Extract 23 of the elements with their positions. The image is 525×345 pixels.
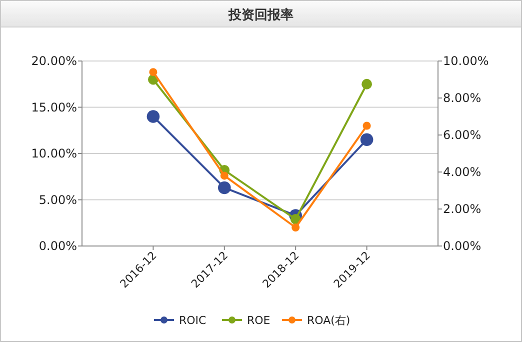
point bbox=[362, 122, 371, 130]
point bbox=[362, 78, 372, 90]
y-tick-label: 0.00% bbox=[38, 239, 77, 253]
legend-label: ROIC bbox=[179, 314, 207, 327]
point bbox=[218, 181, 231, 194]
point bbox=[292, 224, 300, 232]
y2-tick-label: 2.00% bbox=[443, 202, 482, 216]
y2-tick-label: 4.00% bbox=[443, 165, 482, 179]
point bbox=[149, 68, 158, 76]
y2-tick-label: 8.00% bbox=[443, 91, 482, 105]
y-tick-label: 15.00% bbox=[31, 100, 77, 114]
y-tick-label: 5.00% bbox=[38, 192, 77, 207]
point bbox=[360, 133, 374, 146]
legend-label: ROA(右) bbox=[307, 314, 350, 327]
chart-title: 投资回报率 bbox=[228, 7, 294, 23]
y-tick-label: 20.00% bbox=[31, 54, 77, 68]
y2-tick-label: 0.00% bbox=[443, 239, 482, 253]
legend-label: ROE bbox=[247, 314, 270, 327]
point bbox=[220, 172, 228, 180]
y2-tick-label: 6.00% bbox=[443, 128, 482, 142]
y-tick-label: 10.00% bbox=[31, 146, 77, 160]
point bbox=[146, 110, 160, 123]
y2-tick-label: 10.00% bbox=[443, 54, 489, 68]
